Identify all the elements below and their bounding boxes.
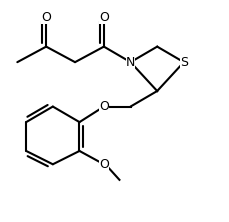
Text: O: O [41, 11, 51, 24]
Text: O: O [98, 11, 108, 24]
Text: O: O [98, 100, 108, 113]
Text: S: S [179, 56, 187, 69]
Text: N: N [125, 56, 135, 69]
Text: O: O [98, 158, 108, 171]
